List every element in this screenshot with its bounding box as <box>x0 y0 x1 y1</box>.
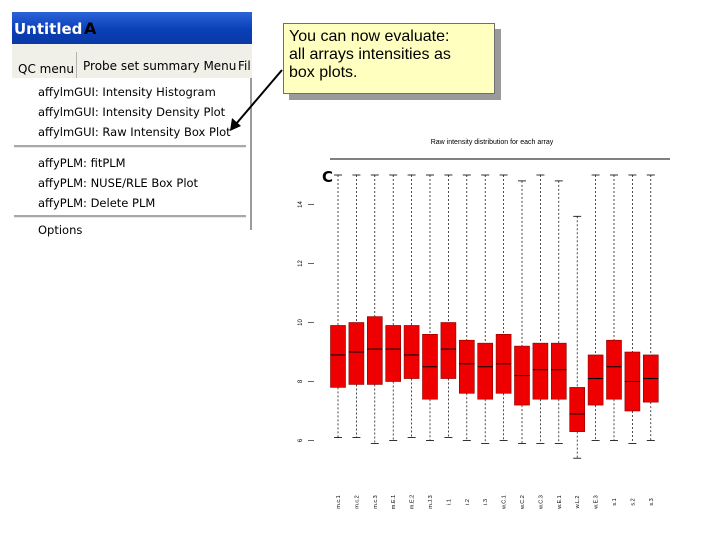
x-tick-label: w.E.3 <box>594 495 600 509</box>
y-tick-label: 10 <box>298 319 304 326</box>
y-tick-label: 8 <box>298 379 304 383</box>
chart-title: Raw intensity distribution for each arra… <box>431 139 554 146</box>
x-tick-label: m.c.1 <box>336 495 342 508</box>
x-tick-label: m.E.2 <box>410 495 416 509</box>
box <box>459 339 475 394</box>
x-tick-label: s.1 <box>612 498 618 505</box>
x-tick-label: w.C.3 <box>538 495 544 510</box>
menu-divider <box>76 52 77 78</box>
x-tick-label: w.C.2 <box>520 495 526 510</box>
panel-label-c: C <box>322 168 334 186</box>
title-bar: Untitled A <box>12 12 252 44</box>
callout-text: You can now evaluate: all arrays intensi… <box>289 28 493 82</box>
menu-file[interactable]: Fil <box>238 59 251 73</box>
callout-line: box plots. <box>289 64 358 81</box>
box <box>477 342 493 400</box>
box <box>385 325 401 382</box>
x-tick-label: m.E.1 <box>391 495 397 509</box>
x-tick-label: w.E.1 <box>557 495 563 509</box>
menu-item-fitplm[interactable]: affyPLM: fitPLM <box>38 156 126 170</box>
panel-label-a: A <box>84 19 97 38</box>
callout-line: You can now evaluate: <box>289 28 450 45</box>
box <box>348 322 365 385</box>
x-tick-label: w.L.2 <box>575 496 581 510</box>
box <box>440 322 457 379</box>
box-series <box>330 174 659 459</box>
x-tick-label: i.2 <box>465 499 471 505</box>
box <box>550 342 567 400</box>
boxplot-chart: Raw intensity distribution for each arra… <box>298 139 670 510</box>
box <box>403 325 420 379</box>
box <box>330 325 346 388</box>
window-title: Untitled <box>14 20 83 38</box>
menu-item-options[interactable]: Options <box>38 223 83 237</box>
box <box>532 342 549 400</box>
box <box>569 387 586 432</box>
menu-bar: QC menu Probe set summary Menu Fil <box>12 44 252 79</box>
y-tick-label: 12 <box>298 260 304 267</box>
menu-probe-set-summary[interactable]: Probe set summary Menu <box>83 59 237 73</box>
menu-qc[interactable]: QC menu <box>18 62 74 76</box>
menu-separator <box>14 145 246 148</box>
callout-line: all arrays intensities as <box>289 46 451 63</box>
x-tick-label: m.c.3 <box>373 495 379 508</box>
menu-item-intensity-density-plot[interactable]: affylmGUI: Intensity Density Plot <box>38 105 226 119</box>
x-tick-label: s.2 <box>630 498 636 505</box>
menu-item-intensity-histogram[interactable]: affylmGUI: Intensity Histogram <box>38 85 216 99</box>
x-tick-label: m.J.3 <box>428 495 434 508</box>
app-window: Untitled A QC menu Probe set summary Men… <box>12 12 252 237</box>
menu-item-nuse-rle-box-plot[interactable]: affyPLM: NUSE/RLE Box Plot <box>38 176 199 190</box>
x-tick-label: i.1 <box>446 499 452 505</box>
menu-item-delete-plm[interactable]: affyPLM: Delete PLM <box>38 196 156 210</box>
box <box>606 339 622 400</box>
x-tick-label: m.c.2 <box>354 495 360 508</box>
callout-box: You can now evaluate: all arrays intensi… <box>283 23 495 94</box>
y-axis: 6 8 10 12 14 <box>298 201 314 442</box>
x-tick-label: s.3 <box>649 498 655 505</box>
y-tick-label: 14 <box>298 201 304 208</box>
box <box>367 316 383 385</box>
menu-separator <box>14 215 246 218</box>
menu-item-raw-intensity-box-plot[interactable]: affylmGUI: Raw Intensity Box Plot <box>38 125 231 139</box>
x-axis-labels: m.c.1 m.c.2 m.c.3 m.E.1 m.E.2 m.J.3 i.1 i.2 i.3 w… <box>336 495 655 510</box>
qc-dropdown-menu: affylmGUI: Intensity Histogram affylmGUI… <box>12 78 252 237</box>
y-tick-label: 6 <box>298 438 304 442</box>
x-tick-label: w.C.1 <box>502 495 508 510</box>
box <box>587 354 604 406</box>
x-tick-label: i.3 <box>483 499 489 505</box>
